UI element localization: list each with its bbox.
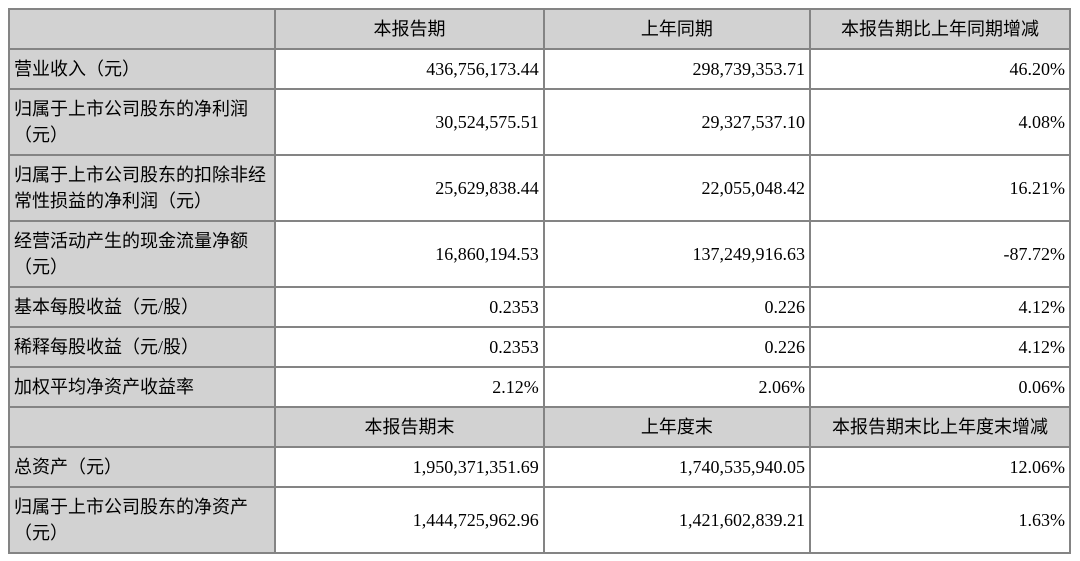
key-accounting-data-table: 本报告期 上年同期 本报告期比上年同期增减 营业收入（元） 436,756,17… <box>7 8 1071 554</box>
prior-period-value: 137,249,916.63 <box>542 220 812 288</box>
table-row-basic-eps: 基本每股收益（元/股） 0.2353 0.226 4.12% <box>7 286 1071 328</box>
prior-period-value: 2.06% <box>542 366 812 408</box>
change-value: 46.20% <box>809 48 1071 90</box>
row-label: 营业收入（元） <box>7 48 277 90</box>
table-row-weighted-avg-roe: 加权平均净资产收益率 2.12% 2.06% 0.06% <box>7 366 1071 408</box>
change-value: 12.06% <box>809 446 1071 488</box>
column-header-period-change: 本报告期比上年同期增减 <box>809 8 1071 50</box>
empty-corner-cell <box>7 406 277 448</box>
column-header-end-of-prior-year: 上年度末 <box>542 406 812 448</box>
row-label: 归属于上市公司股东的净资产（元） <box>7 486 277 554</box>
prior-period-value: 298,739,353.71 <box>542 48 812 90</box>
change-value: 1.63% <box>809 486 1071 554</box>
prior-period-value: 1,740,535,940.05 <box>542 446 812 488</box>
column-header-current-period: 本报告期 <box>274 8 545 50</box>
current-period-value: 1,950,371,351.69 <box>274 446 545 488</box>
table-row-operating-revenue: 营业收入（元） 436,756,173.44 298,739,353.71 46… <box>7 48 1071 90</box>
current-period-value: 25,629,838.44 <box>274 154 545 222</box>
change-value: -87.72% <box>809 220 1071 288</box>
prior-period-value: 0.226 <box>542 286 812 328</box>
table-row-diluted-eps: 稀释每股收益（元/股） 0.2353 0.226 4.12% <box>7 326 1071 368</box>
prior-period-value: 0.226 <box>542 326 812 368</box>
column-header-end-of-period: 本报告期末 <box>274 406 545 448</box>
current-period-value: 2.12% <box>274 366 545 408</box>
column-header-end-change: 本报告期末比上年度末增减 <box>809 406 1071 448</box>
row-label: 稀释每股收益（元/股） <box>7 326 277 368</box>
current-period-value: 30,524,575.51 <box>274 88 545 156</box>
row-label: 归属于上市公司股东的扣除非经常性损益的净利润（元） <box>7 154 277 222</box>
table-row-net-profit-after-nonrecurring: 归属于上市公司股东的扣除非经常性损益的净利润（元） 25,629,838.44 … <box>7 154 1071 222</box>
current-period-value: 436,756,173.44 <box>274 48 545 90</box>
current-period-value: 0.2353 <box>274 286 545 328</box>
current-period-value: 16,860,194.53 <box>274 220 545 288</box>
row-label: 经营活动产生的现金流量净额（元） <box>7 220 277 288</box>
table-row-operating-cash-flow: 经营活动产生的现金流量净额（元） 16,860,194.53 137,249,9… <box>7 220 1071 288</box>
prior-period-value: 22,055,048.42 <box>542 154 812 222</box>
table-row-net-profit: 归属于上市公司股东的净利润（元） 30,524,575.51 29,327,53… <box>7 88 1071 156</box>
prior-period-value: 1,421,602,839.21 <box>542 486 812 554</box>
change-value: 0.06% <box>809 366 1071 408</box>
table-row-total-assets: 总资产（元） 1,950,371,351.69 1,740,535,940.05… <box>7 446 1071 488</box>
table-row-net-assets: 归属于上市公司股东的净资产（元） 1,444,725,962.96 1,421,… <box>7 486 1071 554</box>
current-period-value: 0.2353 <box>274 326 545 368</box>
change-value: 16.21% <box>809 154 1071 222</box>
row-label: 总资产（元） <box>7 446 277 488</box>
row-label: 基本每股收益（元/股） <box>7 286 277 328</box>
current-period-value: 1,444,725,962.96 <box>274 486 545 554</box>
change-value: 4.12% <box>809 326 1071 368</box>
prior-period-value: 29,327,537.10 <box>542 88 812 156</box>
period-header-row: 本报告期 上年同期 本报告期比上年同期增减 <box>7 8 1071 50</box>
row-label: 归属于上市公司股东的净利润（元） <box>7 88 277 156</box>
end-of-period-header-row: 本报告期末 上年度末 本报告期末比上年度末增减 <box>7 406 1071 448</box>
row-label: 加权平均净资产收益率 <box>7 366 277 408</box>
empty-corner-cell <box>7 8 277 50</box>
change-value: 4.12% <box>809 286 1071 328</box>
change-value: 4.08% <box>809 88 1071 156</box>
column-header-prior-period: 上年同期 <box>542 8 812 50</box>
